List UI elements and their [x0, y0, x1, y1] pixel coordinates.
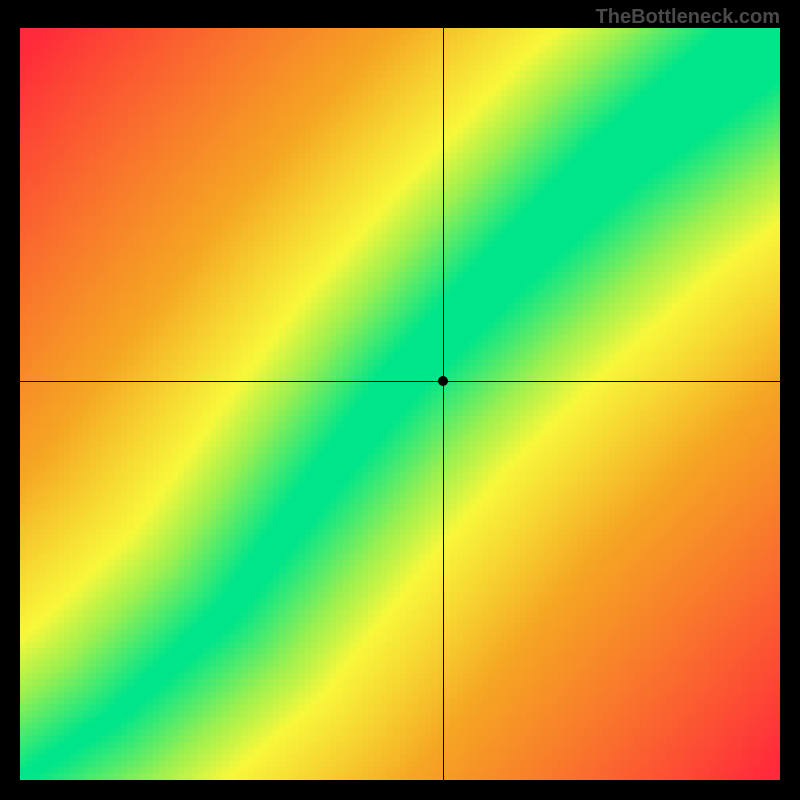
heatmap-canvas — [20, 28, 780, 780]
watermark-label: TheBottleneck.com — [596, 6, 780, 29]
crosshair-horizontal — [20, 381, 780, 382]
chart-container: TheBottleneck.com — [0, 0, 800, 800]
crosshair-vertical — [443, 28, 444, 780]
marker-dot — [438, 376, 448, 386]
